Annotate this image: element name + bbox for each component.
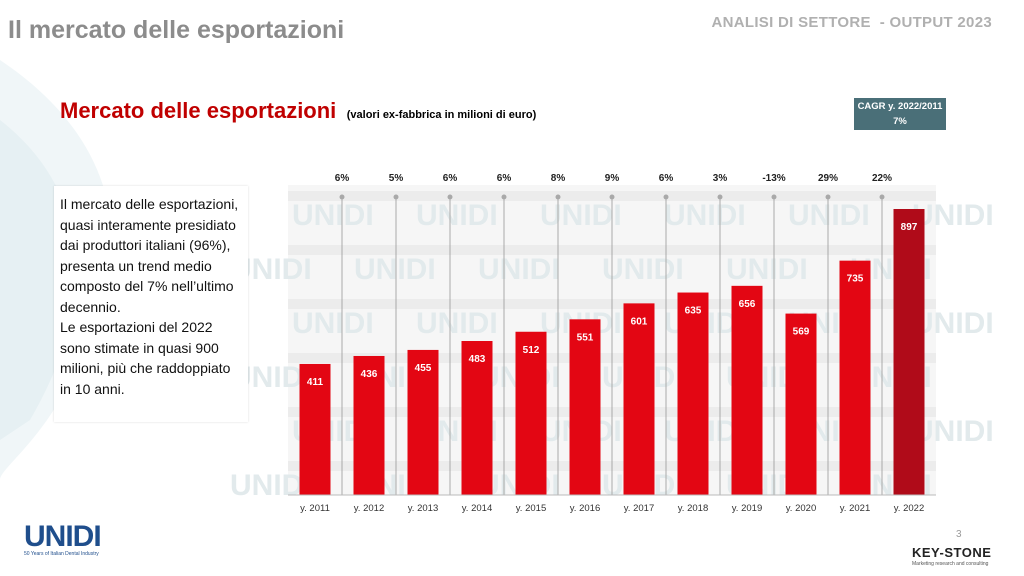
growth-label: 5% [389,173,404,184]
x-tick-label: y. 2020 [786,503,816,514]
page-title: Il mercato delle esportazioni [8,16,345,44]
x-tick-label: y. 2017 [624,503,654,514]
growth-label: 6% [443,173,458,184]
watermark-text: UNIDI [416,199,498,232]
bar [299,363,331,495]
x-tick-label: y. 2016 [570,503,600,514]
cagr-badge: CAGR y. 2022/2011 7% [854,98,946,130]
page-number: 3 [956,529,962,540]
bar-value-label: 436 [361,369,378,380]
watermark-text: UNIDI [912,415,994,448]
x-tick-label: y. 2019 [732,503,762,514]
growth-connector-dot [825,194,831,200]
x-tick-label: y. 2015 [516,503,546,514]
bar [893,209,925,495]
growth-label: 22% [872,173,892,184]
bar-value-label: 512 [523,345,540,356]
watermark-text: UNIDI [230,469,312,502]
description-paragraph-1: Il mercato delle esportazioni, quasi int… [60,196,239,315]
bar [623,303,655,495]
bar-value-label: 551 [577,332,594,343]
bar [569,319,601,495]
watermark-text: UNIDI [726,253,808,286]
chart-title: Mercato delle esportazioni [60,98,337,123]
watermark-text: UNIDI [664,199,746,232]
bar [731,285,763,495]
x-tick-label: y. 2021 [840,503,870,514]
chart-subtitle: (valori ex-fabbrica in milioni di euro) [346,109,537,121]
keystone-logo-tagline: Marketing research and consulting [912,561,989,567]
header-label: ANALISI DI SETTORE - OUTPUT 2023 [711,14,992,31]
growth-label: -13% [762,173,785,184]
bar [407,349,439,495]
bar-value-label: 735 [847,274,864,285]
x-tick-label: y. 2022 [894,503,924,514]
watermark-text: UNIDI [292,199,374,232]
growth-label: 3% [713,173,728,184]
growth-connector-dot [609,194,615,200]
bar [461,341,493,495]
growth-connector-dot [771,194,777,200]
watermark-text: UNIDI [912,307,994,340]
growth-label: 6% [659,173,674,184]
x-tick-label: y. 2013 [408,503,438,514]
growth-label: 6% [335,173,350,184]
bar-value-label: 601 [631,316,648,327]
bar [839,260,871,495]
unidi-logo-word: UNIDI [24,520,102,553]
description-box: Il mercato delle esportazioni, quasi int… [54,186,248,422]
description-paragraph-2: Le esportazioni del 2022 sono stimate in… [60,319,231,397]
growth-connector-dot [663,194,669,200]
growth-label: 9% [605,173,620,184]
growth-connector-dot [339,194,345,200]
section-title: Mercato delle esportazioni (valori ex-fa… [60,98,536,124]
bar-value-label: 656 [739,299,756,310]
x-tick-label: y. 2011 [300,503,330,514]
bar-value-label: 411 [307,377,324,388]
bar [353,355,385,495]
watermark-text: UNIDI [602,253,684,286]
bar-value-label: 483 [469,354,486,365]
unidi-logo-tagline: 50 Years of Italian Dental Industry [24,551,99,557]
x-tick-label: y. 2014 [462,503,492,514]
bar-value-label: 635 [685,306,702,317]
growth-connector-dot [555,194,561,200]
watermark-text: UNIDI [788,199,870,232]
watermark-text: UNIDI [540,199,622,232]
bar [515,331,547,495]
cagr-value: 7% [893,116,907,127]
bar-value-label: 455 [415,363,432,374]
growth-label: 8% [551,173,566,184]
watermark-text: UNIDI [292,307,374,340]
cagr-label: CAGR y. 2022/2011 [857,101,943,112]
x-tick-label: y. 2018 [678,503,708,514]
watermark-text: UNIDI [912,199,994,232]
bar [785,313,817,495]
unidi-logo: UNIDI 50 Years of Italian Dental Industr… [24,520,102,557]
bar-value-label: 569 [793,327,810,338]
growth-label: 29% [818,173,838,184]
growth-connector-dot [501,194,507,200]
growth-connector-dot [393,194,399,200]
growth-connector-dot [447,194,453,200]
growth-connector-dot [717,194,723,200]
bar-value-label: 897 [901,222,918,233]
keystone-logo: KEY-STONE Marketing research and consult… [912,544,991,567]
watermark-text: UNIDI [416,307,498,340]
keystone-logo-word: KEY-STONE [912,545,992,560]
bar [677,292,709,495]
x-tick-label: y. 2012 [354,503,384,514]
watermark-text: UNIDI [354,253,436,286]
growth-label: 6% [497,173,512,184]
growth-connector-dot [879,194,885,200]
watermark-text: UNIDI [478,253,560,286]
